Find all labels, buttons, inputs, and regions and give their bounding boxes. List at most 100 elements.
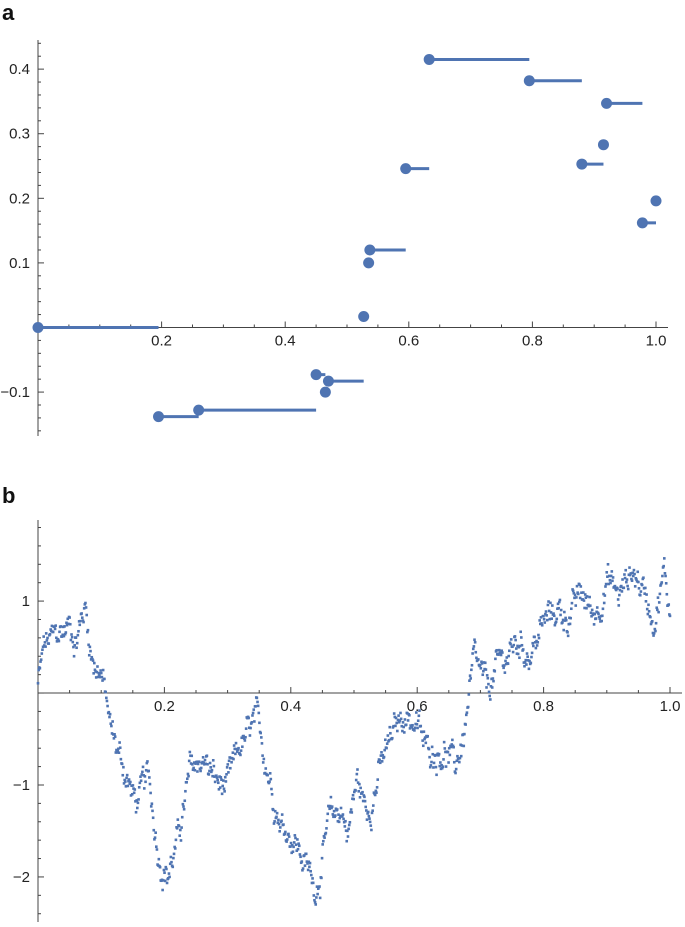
scatter-point	[294, 843, 298, 847]
scatter-point	[80, 612, 83, 615]
scatter-point	[513, 635, 517, 638]
scatter-point	[266, 773, 269, 777]
scatter-point	[451, 738, 454, 742]
scatter-point	[647, 609, 651, 613]
scatter-point	[303, 854, 306, 857]
scatter-point	[280, 813, 284, 816]
scatter-point	[483, 661, 487, 665]
scatter-point	[359, 786, 362, 790]
scatter-point	[374, 789, 378, 793]
scatter-point	[424, 741, 428, 745]
scatter-point	[458, 760, 461, 764]
scatter-point	[509, 642, 512, 646]
scatter-point	[84, 606, 88, 609]
scatter-point	[552, 612, 555, 615]
scatter-point	[239, 753, 242, 757]
scatter-point	[603, 594, 607, 597]
scatter-point	[443, 747, 447, 750]
scatter-point	[261, 754, 264, 757]
scatter-point	[401, 729, 404, 733]
step-point	[400, 163, 412, 175]
scatter-point	[437, 752, 441, 756]
scatter-point	[100, 675, 104, 679]
scatter-point	[608, 578, 612, 582]
scatter-point	[465, 711, 469, 714]
scatter-point	[490, 686, 494, 689]
scatter-point	[39, 658, 43, 661]
scatter-point	[383, 748, 386, 752]
scatter-point	[404, 723, 408, 727]
scatter-point	[472, 645, 476, 648]
scatter-point	[561, 621, 564, 624]
scatter-point	[209, 766, 213, 769]
scatter-point	[72, 654, 76, 658]
scatter-point	[380, 751, 383, 754]
scatter-point	[239, 749, 243, 752]
scatter-point	[301, 868, 304, 872]
scatter-point	[254, 704, 257, 708]
scatter-point	[650, 619, 654, 623]
scatter-point	[144, 768, 148, 772]
scatter-point	[380, 760, 384, 763]
scatter-point	[642, 576, 645, 580]
scatter-point	[392, 724, 395, 728]
scatter-point	[187, 759, 191, 763]
scatter-point	[322, 839, 325, 843]
scatter-point	[132, 791, 136, 795]
scatter-point	[579, 585, 583, 588]
scatter-point	[150, 802, 154, 806]
scatter-point	[429, 764, 433, 767]
scatter-point	[389, 731, 392, 735]
scatter-point	[431, 752, 435, 756]
scatter-point	[203, 758, 207, 762]
scatter-point	[56, 638, 60, 642]
scatter-point	[426, 734, 430, 738]
scatter-point	[537, 633, 540, 637]
scatter-point	[165, 867, 168, 871]
scatter-point	[459, 754, 463, 758]
scatter-point	[220, 778, 223, 782]
scatter-point	[76, 633, 80, 637]
scatter-point	[119, 757, 123, 761]
scatter-point	[259, 731, 262, 735]
scatter-point	[653, 627, 657, 631]
scatter-point	[411, 723, 414, 727]
scatter-point	[93, 661, 96, 665]
scatter-point	[264, 767, 268, 770]
scatter-point	[311, 877, 314, 880]
scatter-point	[546, 603, 550, 607]
scatter-point	[205, 754, 209, 758]
scatter-point	[181, 802, 185, 806]
scatter-point	[430, 760, 433, 764]
scatter-point	[528, 659, 531, 663]
scatter-point	[664, 581, 668, 585]
scatter-point	[301, 867, 305, 870]
scatter-point	[454, 771, 457, 775]
scatter-point	[652, 634, 655, 637]
scatter-point	[234, 752, 237, 756]
scatter-point	[289, 841, 293, 845]
scatter-point	[325, 827, 328, 830]
scatter-point	[273, 820, 276, 823]
scatter-point	[147, 769, 151, 773]
scatter-point	[285, 840, 288, 843]
scatter-point	[363, 795, 366, 799]
scatter-point	[270, 793, 274, 796]
scatter-point	[298, 853, 302, 856]
step-point	[193, 404, 205, 416]
scatter-point	[96, 675, 100, 679]
scatter-point	[36, 681, 40, 685]
scatter-point	[95, 670, 99, 674]
scatter-point	[90, 655, 94, 659]
scatter-point	[464, 723, 467, 726]
scatter-point	[402, 725, 405, 729]
scatter-point	[423, 737, 426, 741]
scatter-point	[82, 620, 85, 624]
scatter-point	[328, 807, 331, 811]
scatter-point	[663, 572, 667, 575]
scatter-point	[478, 663, 482, 667]
scatter-point	[646, 612, 650, 616]
scatter-point	[668, 614, 672, 618]
scatter-point	[392, 712, 396, 715]
